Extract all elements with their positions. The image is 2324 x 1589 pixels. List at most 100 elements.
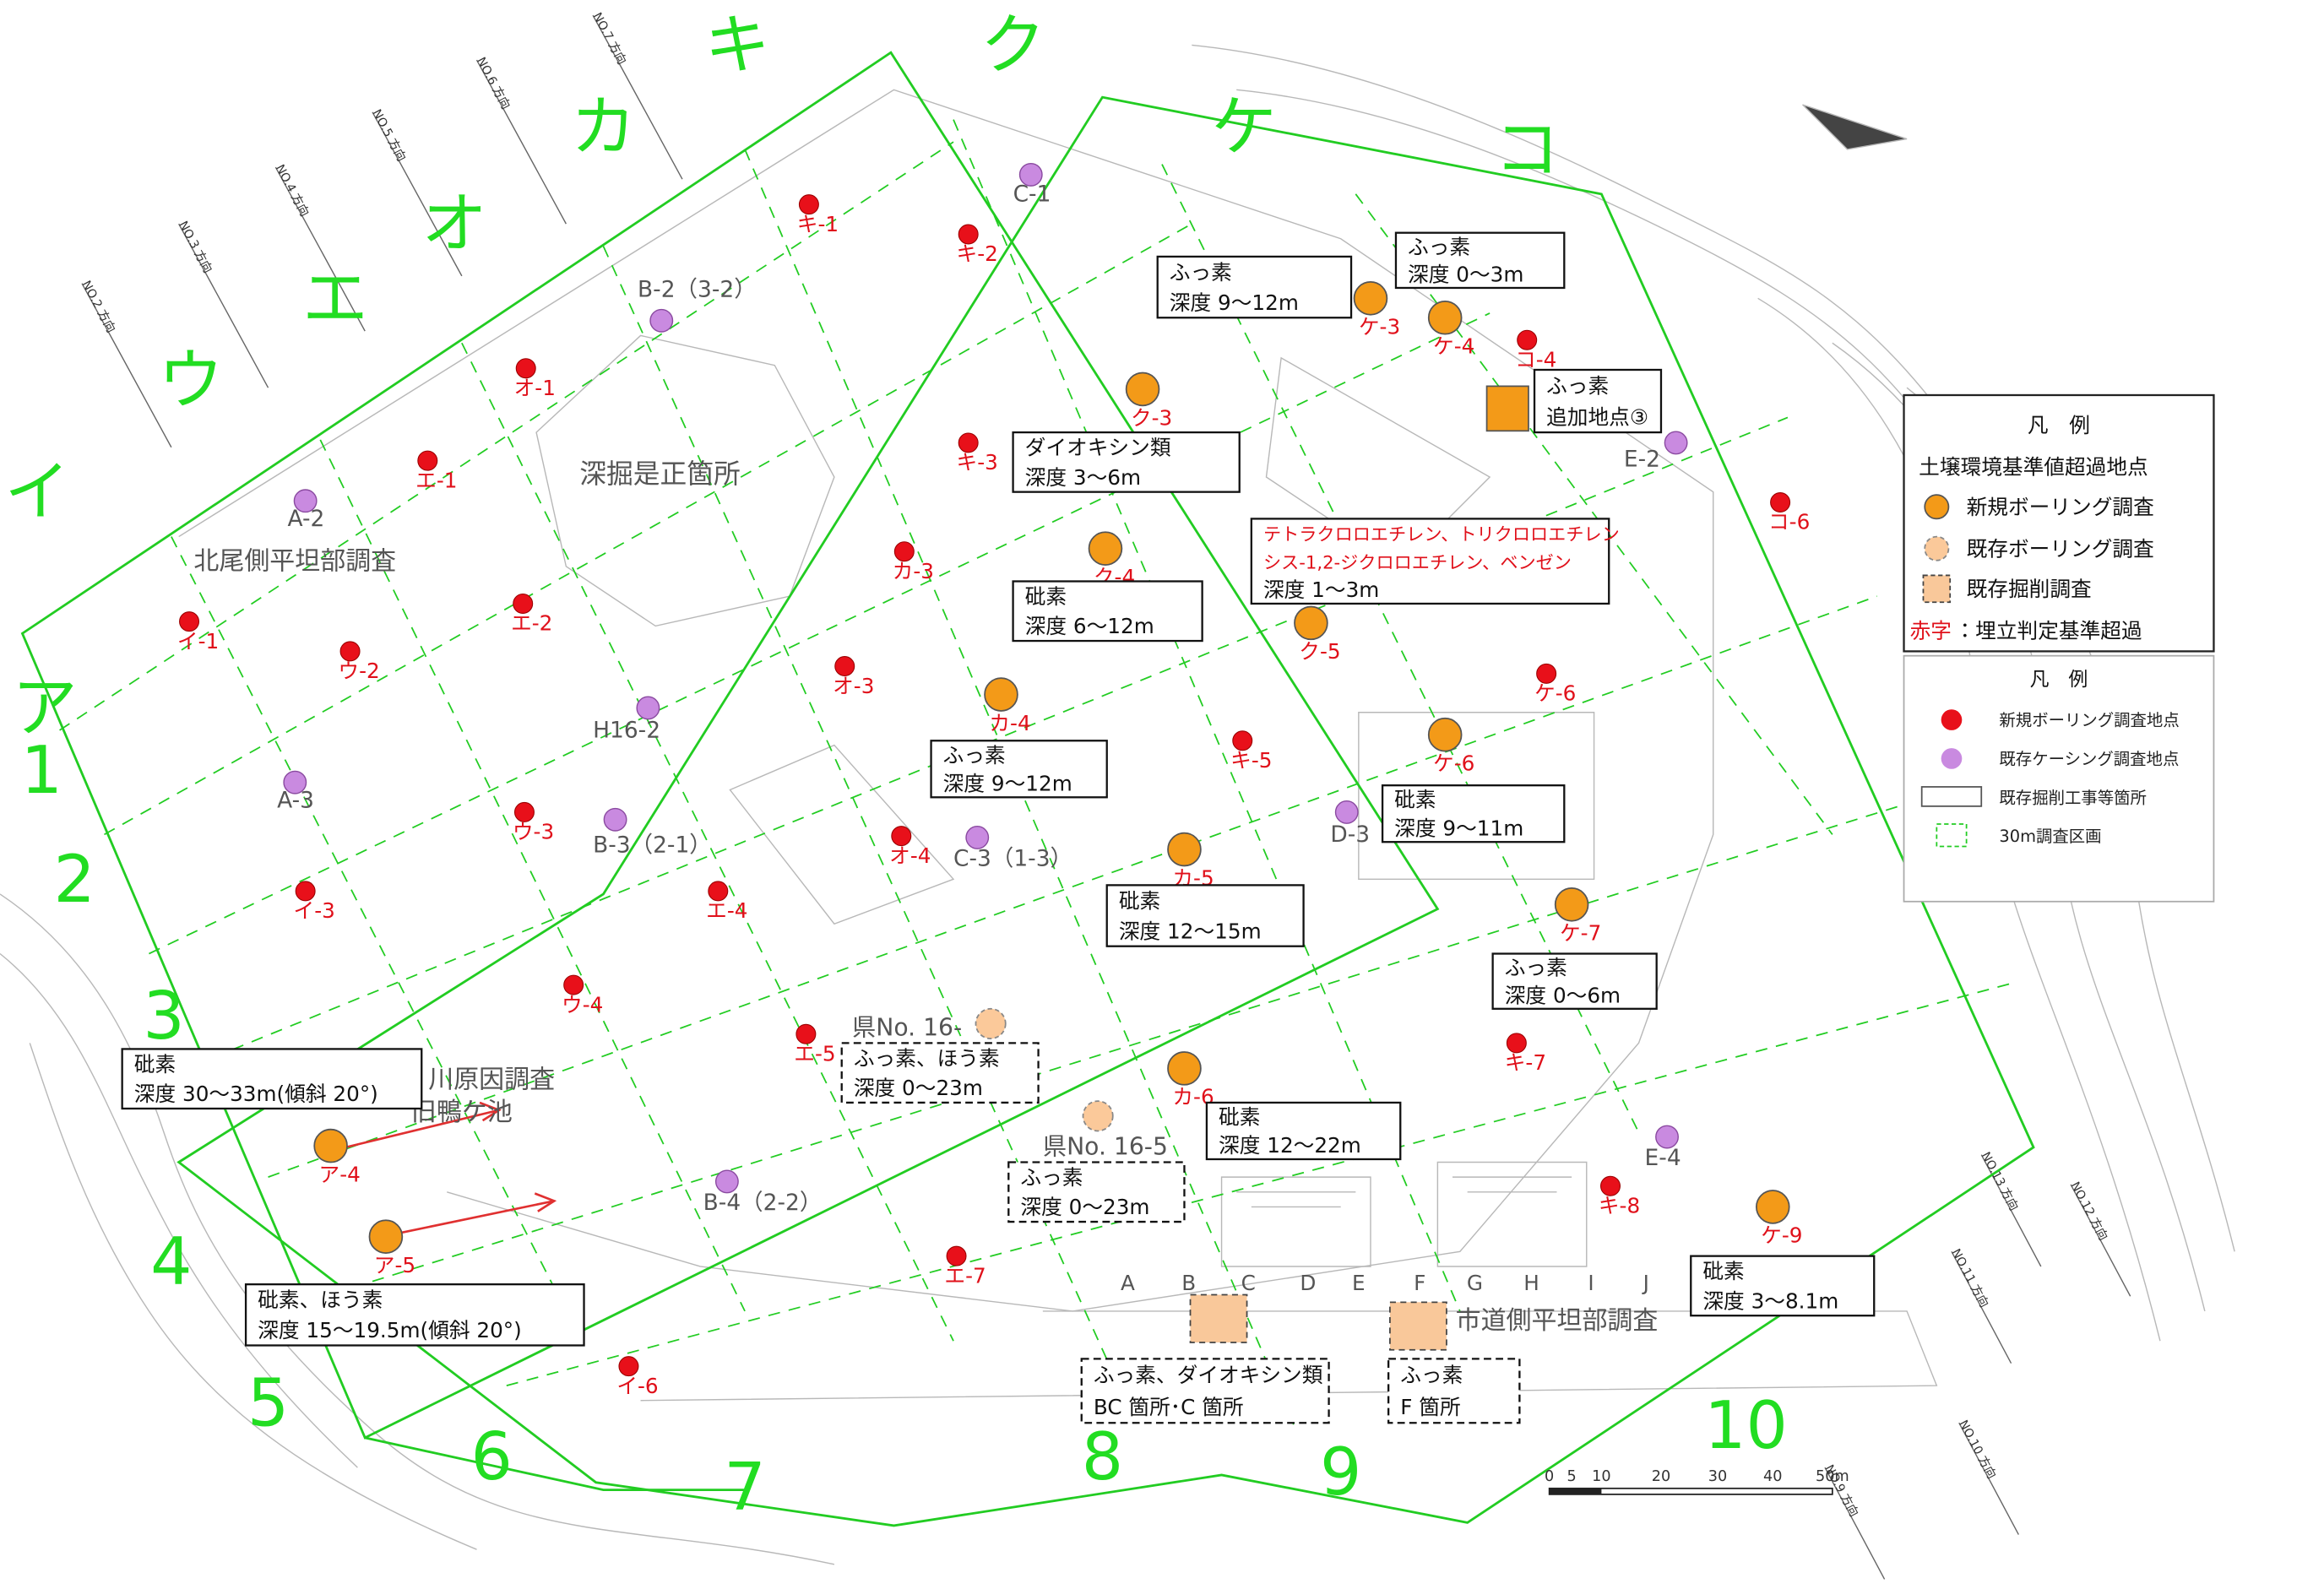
row-label: 3 xyxy=(143,979,184,1055)
callout-text: ふっ素 xyxy=(1546,373,1609,398)
point-label: コ-4 xyxy=(1515,347,1556,371)
casing-label: E-2 xyxy=(1624,447,1660,473)
legend-item: 新規ボーリング調査 xyxy=(1967,495,2154,519)
point-label: ア-5 xyxy=(374,1253,415,1277)
legend-item: 既存掘削工事等箇所 xyxy=(1999,788,2147,807)
scale-label: 40 xyxy=(1763,1468,1782,1485)
area-label: 旧鴨ケ池 xyxy=(411,1098,513,1127)
area-label: 市道側平坦部調査 xyxy=(1456,1306,1659,1336)
column-label: イ xyxy=(4,454,70,530)
casing-point xyxy=(650,310,672,332)
row-label: 6 xyxy=(470,1419,512,1495)
legend-box xyxy=(1904,656,2214,902)
exceedance-point xyxy=(1295,606,1328,639)
row-label: 7 xyxy=(724,1450,765,1526)
section-label: I xyxy=(1588,1271,1594,1295)
callout-text: 深度 1～3m xyxy=(1263,578,1379,602)
legend-symbol xyxy=(1922,787,1982,806)
existing-excavation xyxy=(1191,1295,1247,1342)
point-label: ウ-2 xyxy=(338,659,379,683)
callout-text: 深度 0～23m xyxy=(854,1076,983,1100)
callout-text: 深度 12～22m xyxy=(1219,1133,1361,1158)
legend-title: 凡 例 xyxy=(2030,669,2088,691)
callout-text: 深度 0～6m xyxy=(1505,983,1621,1007)
callout-text: 砒素 xyxy=(134,1052,176,1077)
point-label: コ-6 xyxy=(1768,510,1810,534)
point-label: ケ-3 xyxy=(1359,315,1400,339)
casing-point xyxy=(1336,801,1358,823)
callout-text: ふっ素 xyxy=(1408,235,1470,259)
row-label: 10 xyxy=(1704,1388,1788,1464)
callout-text: F 箇所 xyxy=(1400,1395,1460,1419)
point-label: オ-1 xyxy=(514,376,556,400)
point-label: ケ-6 xyxy=(1534,681,1576,706)
point-label: キ-2 xyxy=(957,241,998,266)
legend-item: 既存ボーリング調査 xyxy=(1967,537,2154,561)
existing-boring-label: 県No. 16-5 xyxy=(1043,1133,1168,1161)
callout-text: 深度 9～12m xyxy=(943,771,1072,795)
callout-text: ダイオキシン類 xyxy=(1025,436,1171,460)
area-label: 北尾側平坦部調査 xyxy=(193,546,396,576)
section-label: E xyxy=(1352,1271,1366,1295)
casing-label: B-2（3-2） xyxy=(638,277,757,303)
callout-text: 砒素 xyxy=(1702,1259,1744,1283)
row-label: 9 xyxy=(1320,1434,1361,1510)
section-label: D xyxy=(1300,1271,1316,1295)
casing-point xyxy=(637,697,659,719)
legend-heading: 土壌環境基準値超過地点 xyxy=(1919,454,2148,479)
callout-text: シス-1,2-ジクロロエチレン、ベンゼン xyxy=(1263,552,1572,573)
section-label: H xyxy=(1523,1271,1539,1295)
section-label: J xyxy=(1642,1271,1649,1295)
point-label: ウ-4 xyxy=(562,992,603,1017)
existing-boring xyxy=(975,1009,1005,1039)
scale-label: 30 xyxy=(1708,1468,1727,1485)
callout-text: 砒素 xyxy=(1025,584,1067,609)
section-label: A xyxy=(1121,1271,1135,1295)
point-label: ケ-4 xyxy=(1433,334,1474,359)
section-label: G xyxy=(1467,1271,1483,1295)
exceedance-point xyxy=(1429,719,1462,751)
casing-label: A-2 xyxy=(287,506,324,532)
legend-symbol xyxy=(1923,575,1950,602)
row-label: 2 xyxy=(54,842,95,918)
legend-symbol xyxy=(1925,537,1948,561)
legend-title: 凡 例 xyxy=(2028,413,2090,437)
callout-text: 深度 0～23m xyxy=(1020,1195,1149,1219)
callout-text: 深度 3～8.1m xyxy=(1702,1288,1838,1313)
callout-text: 深度 3～6m xyxy=(1025,465,1141,490)
scale-label: 20 xyxy=(1652,1468,1670,1485)
point-label: オ-3 xyxy=(833,674,874,698)
casing-label: B-4（2-2） xyxy=(703,1190,823,1216)
direction-label: NO.6 方向 xyxy=(474,55,513,111)
scale-label: 50m xyxy=(1816,1468,1849,1485)
area-label: 川原因調査 xyxy=(428,1065,555,1094)
point-label: ク-3 xyxy=(1131,405,1172,430)
point-label: エ-2 xyxy=(511,611,552,636)
exceedance-point xyxy=(314,1130,347,1163)
point-label: カ-4 xyxy=(989,711,1030,735)
legend-item: 既存ケーシング調査地点 xyxy=(1999,749,2179,768)
point-label: イ-6 xyxy=(616,1374,658,1398)
column-label: ケ xyxy=(1211,89,1277,165)
point-label: オ-4 xyxy=(889,843,931,868)
column-label: コ xyxy=(1494,111,1560,187)
casing-label: B-3（2-1） xyxy=(593,832,712,859)
callout-text: ふっ素、ダイオキシン類 xyxy=(1094,1363,1323,1387)
direction-label: NO.4 方向 xyxy=(273,162,312,219)
casing-point xyxy=(1664,431,1686,453)
point-label: キ-5 xyxy=(1230,748,1272,773)
existing-boring xyxy=(1083,1101,1113,1131)
callout-text: BC 箇所･C 箇所 xyxy=(1094,1395,1244,1419)
point-label: ク-5 xyxy=(1299,639,1340,664)
point-label: ウ-3 xyxy=(513,820,554,844)
section-label: C xyxy=(1241,1271,1256,1295)
casing-label: C-1 xyxy=(1013,182,1051,208)
scale-label: 0 xyxy=(1545,1468,1554,1485)
point-label: キ-3 xyxy=(957,450,998,475)
callout-text: 深度 6～12m xyxy=(1025,614,1154,638)
direction-label: NO.11 方向 xyxy=(1948,1247,1990,1310)
callout-text: ふっ素 xyxy=(1400,1363,1463,1387)
scale-bar-fill xyxy=(1550,1489,1602,1494)
callout-text: 深度 15～19.5m(傾斜 20°) xyxy=(258,1318,522,1342)
